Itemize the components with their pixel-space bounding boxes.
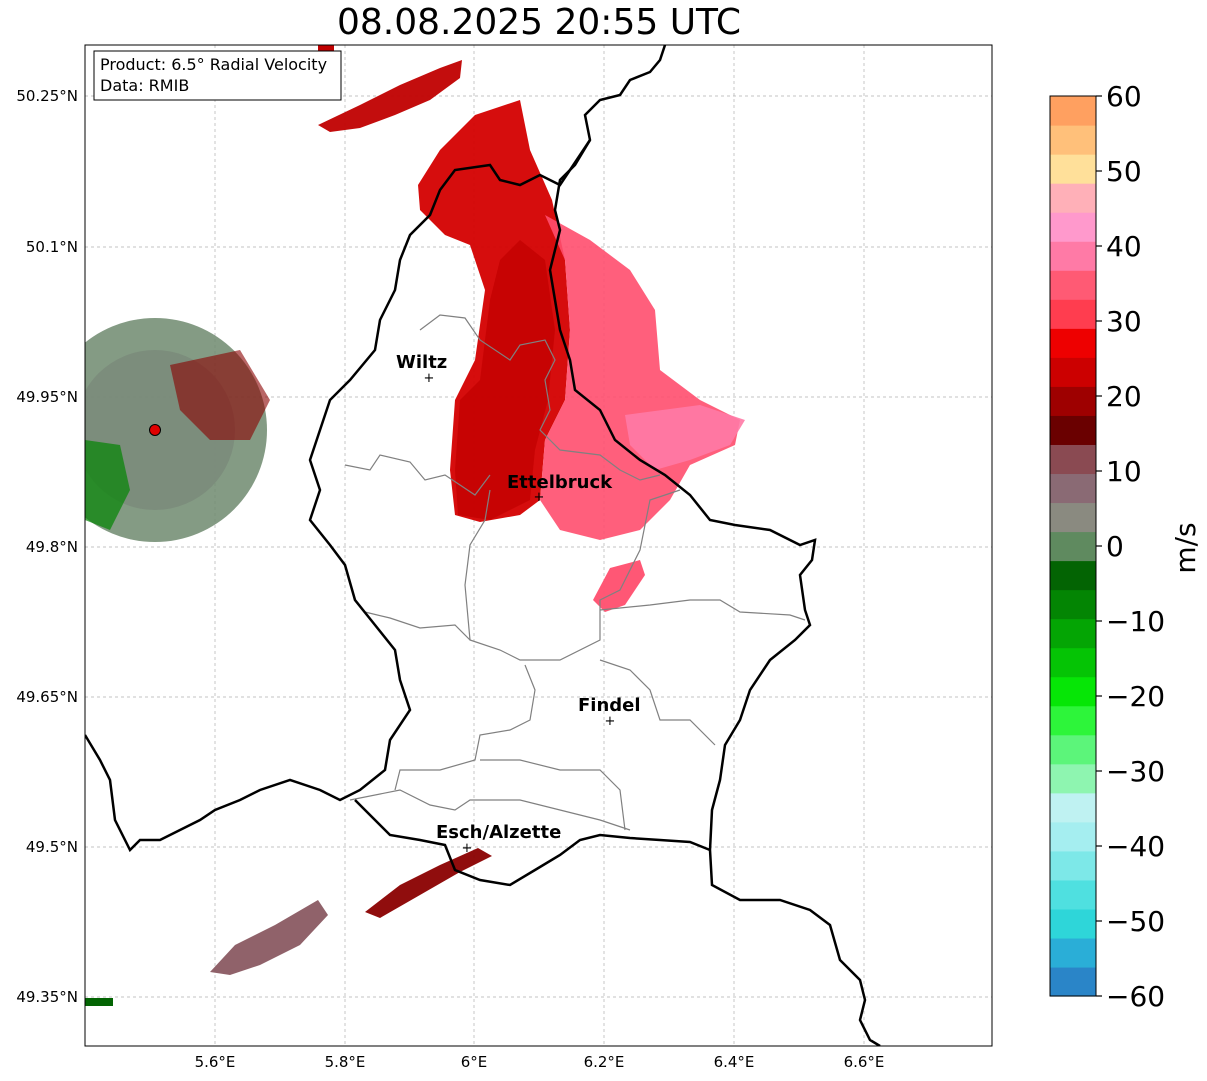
city-label: Esch/Alzette bbox=[436, 822, 561, 843]
national-borders bbox=[85, 45, 881, 1046]
echo-north-streak bbox=[318, 60, 462, 132]
colorbar-swatch bbox=[1050, 879, 1096, 910]
svg-text:49.5°N: 49.5°N bbox=[26, 838, 78, 856]
colorbar-tick-labels: 60 50 40 30 20 10 0 −10 −20 −30 −40 −50 … bbox=[1106, 80, 1165, 1013]
colorbar-swatch bbox=[1050, 618, 1096, 649]
svg-text:5.6°E: 5.6°E bbox=[195, 1053, 236, 1071]
svg-text:−50: −50 bbox=[1106, 905, 1165, 938]
colorbar-ticks bbox=[1096, 95, 1102, 997]
colorbar-swatch bbox=[1050, 125, 1096, 155]
svg-text:+: + bbox=[424, 371, 435, 386]
colorbar-swatch bbox=[1050, 705, 1096, 736]
svg-text:+: + bbox=[534, 490, 545, 505]
svg-text:6.2°E: 6.2°E bbox=[584, 1053, 625, 1071]
svg-text:49.95°N: 49.95°N bbox=[16, 388, 78, 406]
radar-site-marker bbox=[149, 424, 161, 436]
lon-tick-labels: 5.6°E 5.8°E 6°E 6.2°E 6.4°E 6.6°E bbox=[195, 1053, 885, 1071]
echo-main-dark bbox=[455, 240, 555, 520]
lat-tick-labels: 50.25°N 50.1°N 49.95°N 49.8°N 49.65°N 49… bbox=[16, 87, 78, 1006]
svg-text:60: 60 bbox=[1106, 80, 1142, 113]
echo-south-streak bbox=[365, 848, 492, 918]
colorbar-swatch bbox=[1050, 937, 1096, 968]
svg-text:50.25°N: 50.25°N bbox=[16, 87, 78, 105]
colorbar-swatch bbox=[1050, 734, 1096, 765]
svg-text:50.1°N: 50.1°N bbox=[26, 238, 78, 256]
svg-text:5.8°E: 5.8°E bbox=[325, 1053, 366, 1071]
gridlines bbox=[85, 45, 992, 1046]
svg-text:6.6°E: 6.6°E bbox=[844, 1053, 885, 1071]
svg-text:50: 50 bbox=[1106, 155, 1142, 188]
colorbar-swatch bbox=[1050, 299, 1096, 329]
svg-text:6°E: 6°E bbox=[461, 1053, 488, 1071]
colorbar-swatch bbox=[1050, 212, 1096, 242]
colorbar-swatch bbox=[1050, 96, 1096, 126]
echo-pink-light bbox=[625, 405, 745, 470]
svg-text:−60: −60 bbox=[1106, 980, 1165, 1013]
svg-text:−20: −20 bbox=[1106, 680, 1165, 713]
city-findel: Findel + bbox=[578, 695, 641, 729]
svg-text:−10: −10 bbox=[1106, 605, 1165, 638]
colorbar-swatches bbox=[1050, 96, 1096, 997]
colorbar-swatch bbox=[1050, 850, 1096, 881]
colorbar-swatch bbox=[1050, 502, 1096, 533]
city-label: Ettelbruck bbox=[507, 472, 613, 493]
info-product: Product: 6.5° Radial Velocity bbox=[100, 55, 327, 74]
colorbar-swatch bbox=[1050, 473, 1096, 504]
map-frame bbox=[84, 44, 993, 1047]
colorbar-swatch bbox=[1050, 763, 1096, 794]
svg-text:0: 0 bbox=[1106, 530, 1124, 563]
city-esch-alzette: Esch/Alzette + bbox=[436, 822, 561, 856]
colorbar-unit-label: m/s bbox=[1169, 522, 1202, 573]
colorbar-swatch bbox=[1050, 183, 1096, 213]
colorbar-swatch bbox=[1050, 415, 1096, 445]
svg-text:40: 40 bbox=[1106, 230, 1142, 263]
echo-small-pink bbox=[593, 560, 645, 612]
colorbar-swatch bbox=[1050, 560, 1096, 591]
colorbar-swatch bbox=[1050, 270, 1096, 300]
city-ettelbruck: Ettelbruck + bbox=[507, 472, 613, 505]
colorbar-swatch bbox=[1050, 589, 1096, 620]
colorbar-swatch bbox=[1050, 444, 1096, 475]
colorbar-swatch bbox=[1050, 386, 1096, 416]
echo-sw-muted bbox=[210, 900, 328, 975]
colorbar-swatch bbox=[1050, 908, 1096, 939]
svg-text:49.35°N: 49.35°N bbox=[16, 988, 78, 1006]
map-title: 08.08.2025 20:55 UTC bbox=[336, 2, 742, 43]
svg-text:10: 10 bbox=[1106, 455, 1142, 488]
svg-text:+: + bbox=[605, 714, 616, 729]
svg-text:49.65°N: 49.65°N bbox=[16, 688, 78, 706]
svg-text:6.4°E: 6.4°E bbox=[714, 1053, 755, 1071]
colorbar-swatch bbox=[1050, 821, 1096, 852]
info-data: Data: RMIB bbox=[100, 76, 189, 95]
colorbar-swatch bbox=[1050, 154, 1096, 184]
svg-text:−30: −30 bbox=[1106, 755, 1165, 788]
colorbar-swatch bbox=[1050, 241, 1096, 271]
svg-text:20: 20 bbox=[1106, 380, 1142, 413]
city-label: Findel bbox=[578, 695, 641, 716]
svg-text:+: + bbox=[462, 841, 473, 856]
colorbar-swatch bbox=[1050, 966, 1096, 997]
info-box: Product: 6.5° Radial Velocity Data: RMIB bbox=[93, 50, 342, 101]
colorbar-swatch bbox=[1050, 676, 1096, 707]
canton-boundaries bbox=[344, 314, 806, 831]
colorbar-swatch bbox=[1050, 357, 1096, 387]
colorbar-swatch bbox=[1050, 792, 1096, 823]
colorbar-swatch bbox=[1050, 647, 1096, 678]
radar-echoes bbox=[85, 45, 745, 1006]
colorbar-swatch bbox=[1050, 531, 1096, 562]
colorbar-swatch bbox=[1050, 328, 1096, 358]
svg-text:49.8°N: 49.8°N bbox=[26, 538, 78, 556]
city-label: Wiltz bbox=[396, 352, 447, 373]
svg-text:−40: −40 bbox=[1106, 830, 1165, 863]
city-wiltz: Wiltz + bbox=[396, 352, 447, 386]
svg-text:30: 30 bbox=[1106, 305, 1142, 338]
